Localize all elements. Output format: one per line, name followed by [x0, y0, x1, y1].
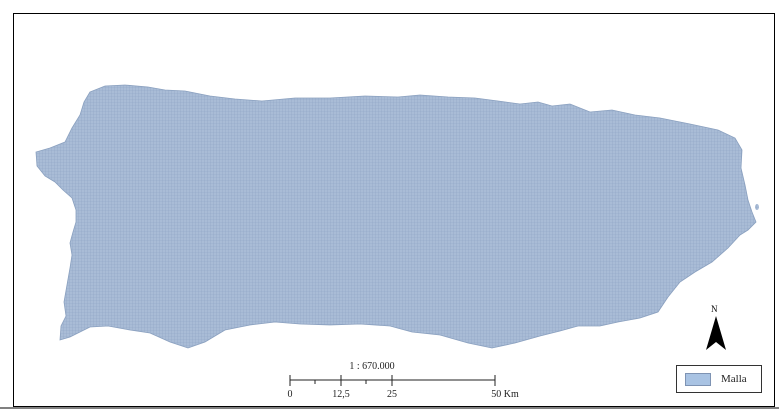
scale-ratio: 1 : 670.000 — [349, 361, 395, 372]
island-shape — [35, 84, 757, 349]
legend-label-malla: Malla — [721, 373, 747, 385]
scale-tick-2: 25 — [387, 389, 397, 400]
north-label: N — [711, 304, 718, 314]
islet-4 — [755, 204, 759, 210]
scale-tick-0: 0 — [287, 389, 293, 400]
legend: Malla — [676, 365, 762, 393]
north-arrow-icon — [706, 316, 726, 350]
scale-bar — [289, 375, 496, 386]
islet-3 — [645, 120, 651, 124]
scale-tick-1: 12,5 — [332, 389, 350, 400]
scale-tick-3: 50 Km — [491, 389, 519, 400]
islet-2 — [595, 115, 601, 119]
islet-1 — [539, 110, 547, 114]
legend-swatch-malla — [685, 372, 711, 386]
